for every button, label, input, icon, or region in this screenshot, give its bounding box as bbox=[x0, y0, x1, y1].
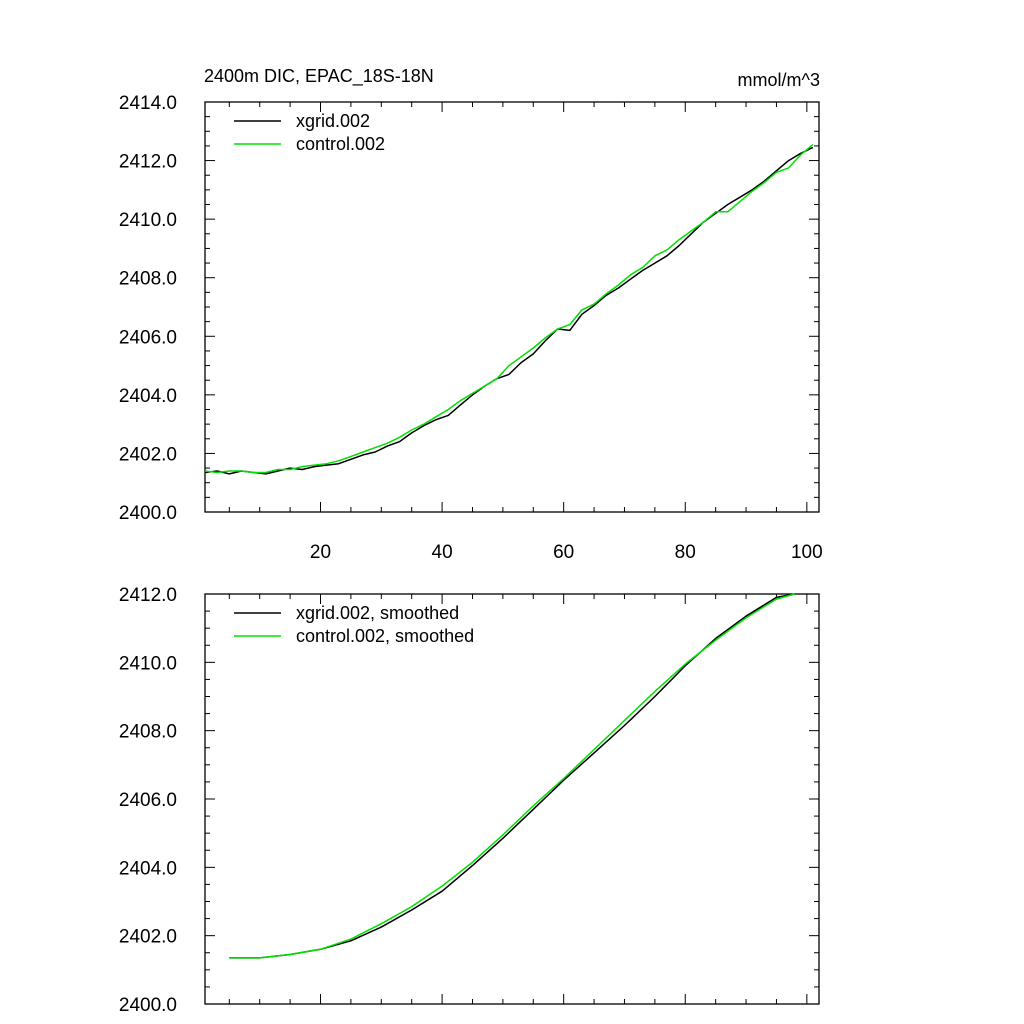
top-plot-frame bbox=[204, 101, 820, 513]
series-line-xgrid bbox=[204, 146, 814, 475]
bottom-axis-ticks bbox=[205, 593, 819, 1005]
legend-label-xgrid: xgrid.002 bbox=[296, 111, 370, 131]
y-tick-label: 2406.0 bbox=[119, 327, 177, 348]
bottom-legend: xgrid.002, smoothed control.002, smoothe… bbox=[234, 603, 474, 646]
y-tick-label: 2408.0 bbox=[119, 269, 177, 290]
y-tick-label: 2414.0 bbox=[119, 93, 177, 114]
x-tick-label: 80 bbox=[675, 542, 696, 563]
top-x-tick-labels: 20 40 60 80 100 bbox=[310, 542, 823, 563]
series-line-control bbox=[204, 143, 814, 474]
y-tick-label: 2402.0 bbox=[119, 927, 177, 948]
bottom-plot-frame bbox=[204, 593, 820, 1005]
y-tick-label: 2412.0 bbox=[119, 585, 177, 606]
legend-label-control: control.002 bbox=[296, 134, 385, 154]
top-y-tick-labels: 2400.0 2402.0 2404.0 2406.0 2408.0 2410.0 2412… bbox=[119, 93, 177, 524]
top-series-lines bbox=[204, 143, 814, 475]
chart-title: 2400m DIC, EPAC_18S-18N bbox=[204, 66, 434, 87]
y-tick-label: 2406.0 bbox=[119, 790, 177, 811]
legend-label-xgrid-smoothed: xgrid.002, smoothed bbox=[296, 603, 459, 623]
y-tick-label: 2410.0 bbox=[119, 210, 177, 231]
top-chart-panel: 2400m DIC, EPAC_18S-18N mmol/m^3 2400.02… bbox=[119, 66, 823, 563]
y-tick-label: 2408.0 bbox=[119, 722, 177, 743]
top-axis-ticks bbox=[205, 101, 819, 513]
bottom-y-tick-labels: 2400.0 2402.0 2404.0 2406.0 2408.0 2410.0 2412… bbox=[119, 585, 177, 1016]
y-tick-label: 2402.0 bbox=[119, 444, 177, 465]
bottom-series-lines bbox=[229, 593, 795, 959]
series-line-control bbox=[229, 593, 795, 959]
x-tick-label: 20 bbox=[310, 542, 331, 563]
y-tick-label: 2400.0 bbox=[119, 503, 177, 524]
series-line-xgrid bbox=[229, 593, 795, 959]
bottom-chart-panel: 2400.0 2402.0 2404.0 2406.0 2408.0 2410.0 2412… bbox=[119, 585, 820, 1016]
legend-label-control-smoothed: control.002, smoothed bbox=[296, 626, 474, 646]
y-tick-label: 2412.0 bbox=[119, 152, 177, 173]
top-legend: xgrid.002 control.002 bbox=[234, 111, 385, 154]
chart-units: mmol/m^3 bbox=[738, 70, 820, 90]
x-tick-label: 40 bbox=[432, 542, 453, 563]
y-tick-label: 2400.0 bbox=[119, 995, 177, 1016]
x-tick-label: 60 bbox=[553, 542, 574, 563]
y-tick-label: 2404.0 bbox=[119, 858, 177, 879]
x-tick-label: 100 bbox=[791, 542, 823, 563]
y-tick-label: 2410.0 bbox=[119, 653, 177, 674]
y-tick-label: 2404.0 bbox=[119, 386, 177, 407]
